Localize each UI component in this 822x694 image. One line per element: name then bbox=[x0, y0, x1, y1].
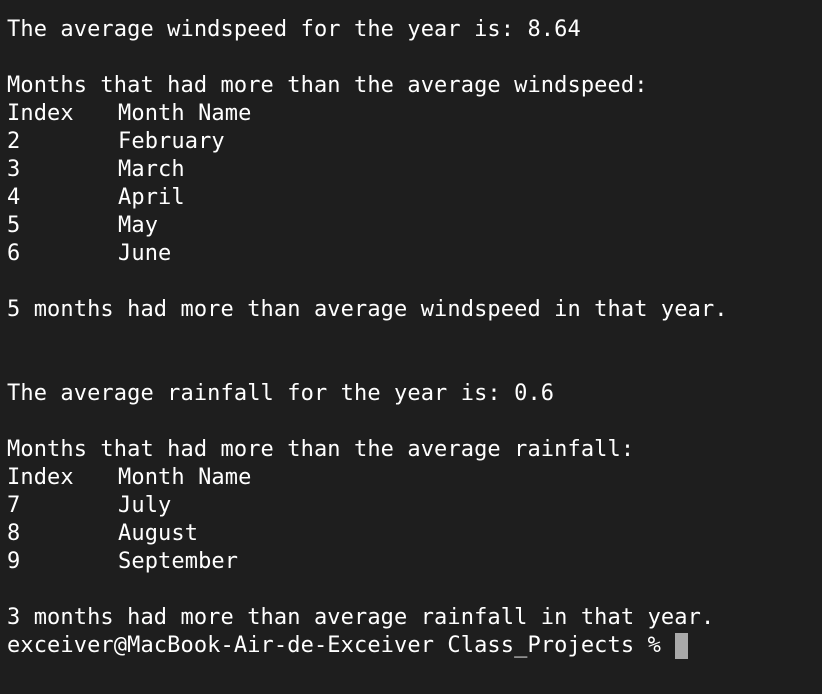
row-month: February bbox=[118, 129, 225, 154]
blank-line bbox=[7, 324, 822, 352]
blank-line bbox=[7, 44, 822, 72]
blank-line bbox=[7, 352, 822, 380]
row-month: August bbox=[118, 521, 199, 546]
shell-prompt-line[interactable]: exceiver@MacBook-Air-de-Exceiver Class_P… bbox=[7, 632, 822, 660]
row-index: 8 bbox=[7, 521, 21, 546]
rain-col-index-header: Index bbox=[7, 465, 74, 490]
blank-line bbox=[7, 408, 822, 436]
rain-summary: 3 months had more than average rainfall … bbox=[7, 605, 715, 630]
table-row: 9 September bbox=[7, 548, 822, 576]
wind-col-month-header: Month Name bbox=[118, 101, 252, 126]
rain-col-month-header: Month Name bbox=[118, 465, 252, 490]
wind-col-index-header: Index bbox=[7, 101, 74, 126]
row-index: 5 bbox=[7, 213, 21, 238]
row-month: June bbox=[118, 241, 172, 266]
table-row: 2 February bbox=[7, 128, 822, 156]
wind-heading: Months that had more than the average wi… bbox=[7, 73, 648, 98]
row-month: July bbox=[118, 493, 172, 518]
row-month: March bbox=[118, 157, 185, 182]
row-index: 6 bbox=[7, 241, 21, 266]
rain-heading: Months that had more than the average ra… bbox=[7, 437, 635, 462]
table-row: 7 July bbox=[7, 492, 822, 520]
wind-table-header: Index Month Name bbox=[7, 100, 822, 128]
row-month: September bbox=[118, 549, 239, 574]
text-cursor bbox=[675, 633, 689, 659]
table-row: 3 March bbox=[7, 156, 822, 184]
rain-average-line: The average rainfall for the year is: 0.… bbox=[7, 381, 555, 406]
wind-summary: 5 months had more than average windspeed… bbox=[7, 297, 728, 322]
wind-average-line: The average windspeed for the year is: 8… bbox=[7, 17, 581, 42]
table-row: 8 August bbox=[7, 520, 822, 548]
row-index: 3 bbox=[7, 157, 21, 182]
shell-prompt: exceiver@MacBook-Air-de-Exceiver Class_P… bbox=[7, 633, 675, 658]
blank-line bbox=[7, 268, 822, 296]
table-row: 6 June bbox=[7, 240, 822, 268]
row-index: 2 bbox=[7, 129, 21, 154]
blank-line bbox=[7, 576, 822, 604]
row-index: 4 bbox=[7, 185, 21, 210]
row-index: 9 bbox=[7, 549, 21, 574]
row-month: April bbox=[118, 185, 185, 210]
table-row: 5 May bbox=[7, 212, 822, 240]
table-row: 4 April bbox=[7, 184, 822, 212]
row-month: May bbox=[118, 213, 159, 238]
row-index: 7 bbox=[7, 493, 21, 518]
rain-table-header: Index Month Name bbox=[7, 464, 822, 492]
